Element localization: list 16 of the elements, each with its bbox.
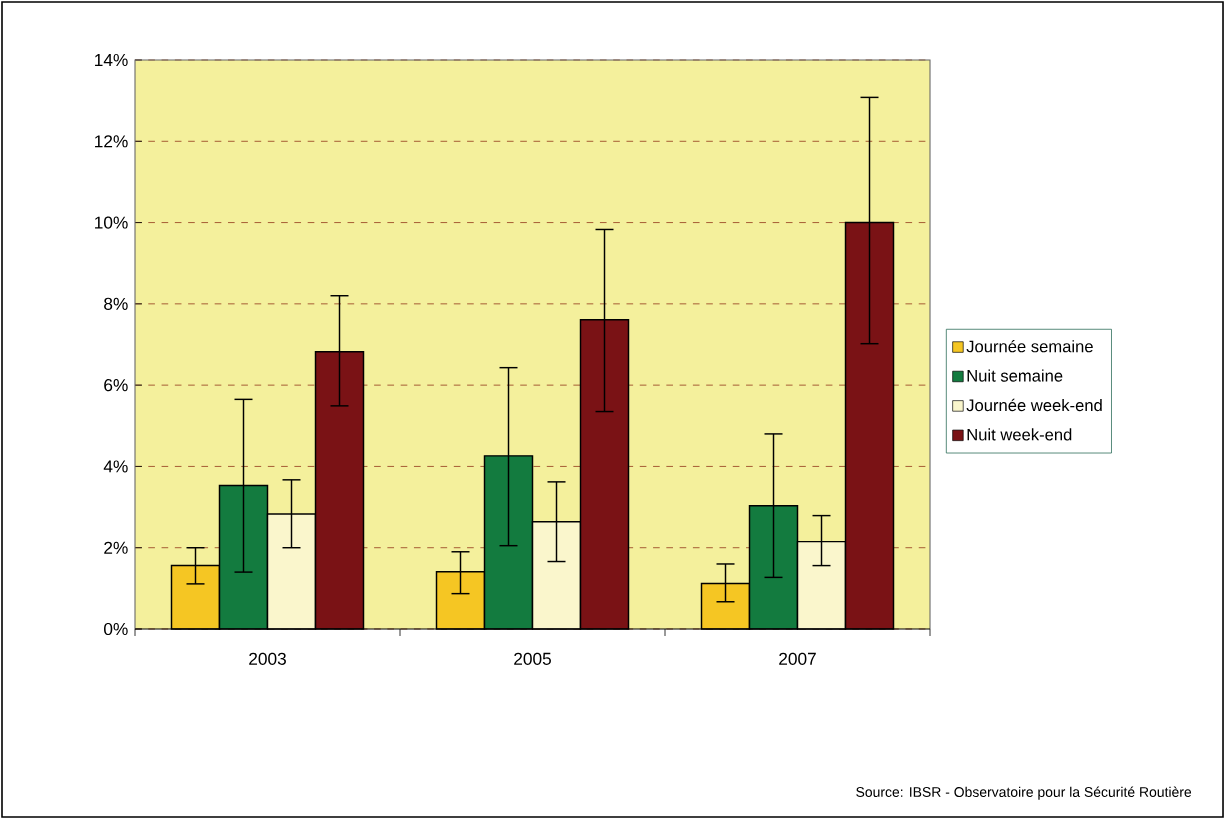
legend-label: Nuit week-end: [967, 428, 1072, 441]
x-tick-label: 2003: [249, 652, 286, 665]
y-tick-label: 4%: [103, 460, 128, 473]
y-tick-label: 10%: [95, 216, 128, 229]
legend-label: Nuit semaine: [967, 369, 1063, 382]
y-tick-label: 8%: [104, 297, 128, 310]
x-tick-label: 2005: [514, 652, 551, 665]
y-tick-label: 6%: [104, 379, 128, 392]
y-tick-label: 2%: [104, 541, 128, 554]
legend-label: Journée semaine: [966, 339, 1093, 353]
source-note: Source: IBSR - Observatoire pour la Sécurité Routière: [856, 786, 1192, 800]
legend-label: Journée week-end: [966, 398, 1102, 412]
y-tick-label: 12%: [95, 135, 128, 148]
y-tick-label: 14%: [95, 53, 128, 67]
y-tick-label: 0%: [104, 622, 128, 636]
x-tick-label: 2007: [779, 652, 816, 665]
